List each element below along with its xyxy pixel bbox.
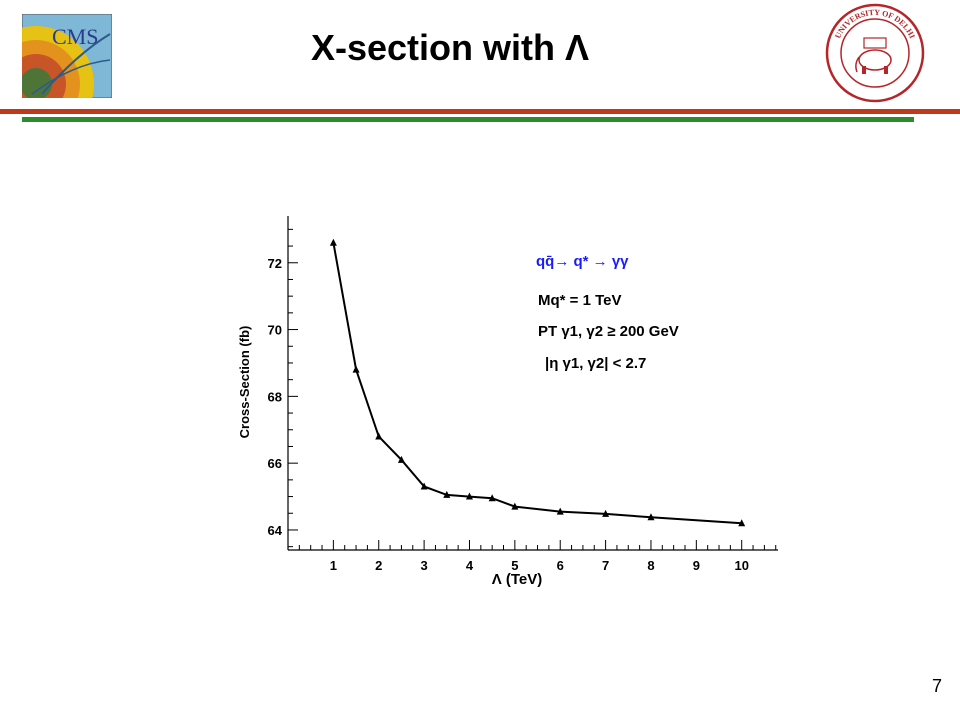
annotation-process: qq̄→ q* → γγ [536, 253, 629, 270]
data-point [556, 507, 564, 515]
y-tick-label: 64 [268, 523, 283, 538]
annotation-mass-cut: Mq* = 1 TeV [538, 292, 622, 309]
x-tick-label: 2 [375, 558, 382, 573]
data-point [443, 490, 451, 498]
data-point [420, 482, 428, 490]
x-tick-label: 3 [420, 558, 427, 573]
annotation-pt-cut: PT γ1, γ2 ≥ 200 GeV [538, 323, 679, 340]
cms-logo: CMS [22, 14, 112, 98]
data-point [511, 502, 519, 510]
x-tick-label: 8 [647, 558, 654, 573]
data-point [647, 513, 655, 521]
data-point [738, 519, 746, 527]
annotation-eta-cut: |η γ1, γ2| < 2.7 [545, 355, 646, 372]
data-point [602, 509, 610, 517]
data-point [465, 492, 473, 500]
x-tick-label: 6 [557, 558, 564, 573]
y-axis-label: Cross-Section (fb) [237, 326, 252, 439]
slide-title: X-section with Λ [310, 27, 590, 68]
cross-section-chart: 64 66 68 70 72 1 2 3 4 5 6 7 8 9 10 Λ (TeV) Cross-Sec… [222, 210, 782, 600]
x-tick-label: 7 [602, 558, 609, 573]
y-tick-label: 72 [268, 256, 282, 271]
x-ticks: 1 2 3 4 5 6 7 8 9 10 [298, 540, 777, 573]
x-tick-label: 5 [511, 558, 518, 573]
x-axis-label: Λ (TeV) [492, 571, 543, 588]
x-tick-label: 1 [330, 558, 337, 573]
y-ticks: 64 66 68 70 72 [268, 228, 298, 548]
cms-logo-text: CMS [52, 24, 98, 49]
page-number: 7 [932, 676, 943, 696]
data-point [352, 365, 360, 373]
data-point [397, 455, 405, 463]
university-of-delhi-seal: UNIVERSITY OF DELHI [825, 3, 925, 103]
data-point [488, 494, 496, 502]
x-tick-label: 4 [466, 558, 474, 573]
header-rule-top [0, 109, 960, 114]
header-rule-bottom [22, 117, 914, 122]
y-tick-label: 70 [268, 323, 282, 338]
data-point [375, 432, 383, 440]
y-tick-label: 66 [268, 456, 282, 471]
series-markers [329, 238, 746, 527]
x-tick-label: 10 [734, 558, 748, 573]
y-tick-label: 68 [268, 389, 282, 404]
data-point [329, 238, 337, 246]
x-tick-label: 9 [693, 558, 700, 573]
